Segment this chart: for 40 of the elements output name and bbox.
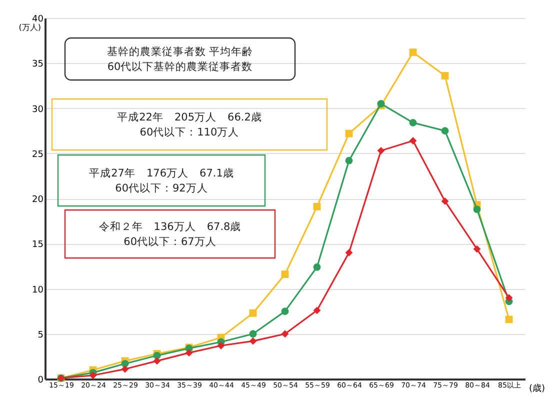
- point: [121, 365, 129, 373]
- point: [249, 309, 257, 317]
- annotation: 平成27年 176万人 67.1歳 60代以下：92万人: [89, 166, 234, 194]
- y-tick-label: 10: [32, 285, 44, 296]
- y-tick-label: 0: [38, 376, 44, 386]
- point: [281, 308, 289, 316]
- x-axis-title: (歳): [529, 383, 546, 394]
- point: [185, 349, 193, 357]
- point: [313, 263, 321, 271]
- point: [441, 198, 449, 205]
- point: [377, 146, 385, 154]
- y-tick-label: 40: [32, 14, 44, 24]
- y-tick-label: 5: [38, 330, 44, 340]
- y-tick-label: 15: [32, 240, 44, 250]
- y-tick-label: 30: [32, 104, 44, 115]
- y-tick-label: 20: [32, 195, 44, 205]
- point: [473, 206, 481, 214]
- point: [313, 202, 321, 210]
- point: [249, 337, 257, 345]
- point: [217, 342, 225, 350]
- point: [441, 72, 449, 80]
- annotation: 平成22年 205万人 66.2歳 60代以下：110万人: [117, 110, 262, 138]
- point: [345, 248, 353, 256]
- point: [505, 316, 513, 324]
- annotation: 基幹的農業従事者数 平均年齢 60代以下基幹的農業従事者数: [106, 45, 254, 73]
- point: [89, 372, 97, 380]
- point: [153, 357, 161, 365]
- point: [409, 118, 417, 126]
- point: [281, 330, 289, 338]
- point: [441, 127, 449, 135]
- point: [281, 270, 289, 278]
- point: [345, 156, 353, 164]
- point: [249, 330, 257, 338]
- y-tick-label: 25: [32, 150, 44, 160]
- annotation: 令和２年 136万人 67.8歳 60代以下：67万人: [98, 220, 242, 248]
- point: [409, 48, 417, 56]
- y-tick-label: 35: [32, 60, 44, 70]
- point: [313, 306, 321, 314]
- point: [473, 245, 481, 253]
- y-axis-title: (万人): [18, 23, 41, 32]
